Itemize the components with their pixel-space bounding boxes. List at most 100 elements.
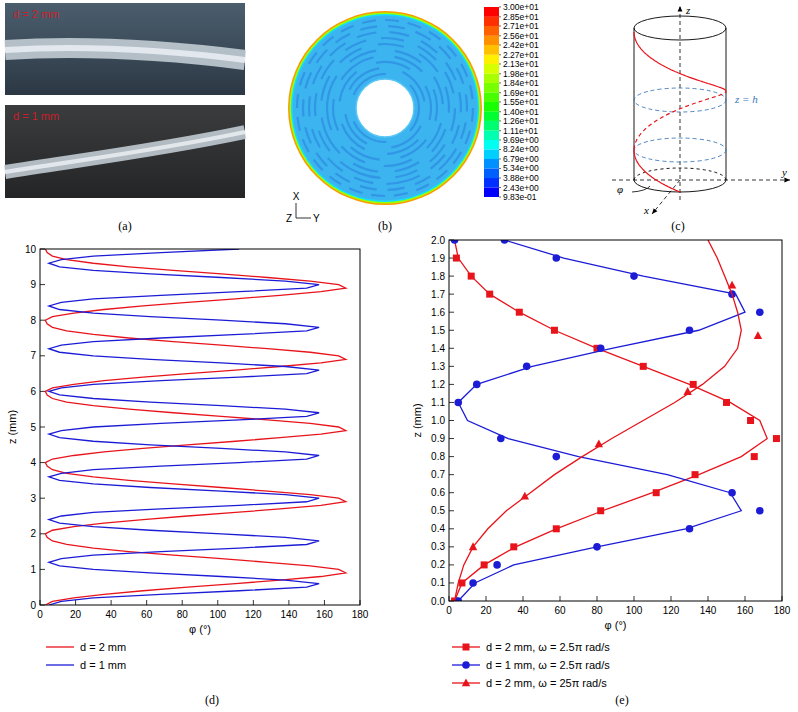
axis-indicator-label: X xyxy=(293,191,300,202)
colorbar-cell xyxy=(484,168,499,178)
marker-circle xyxy=(523,363,531,371)
y-tick xyxy=(40,355,45,356)
series-line xyxy=(455,240,742,601)
y-tick xyxy=(449,438,454,439)
x-tick xyxy=(253,600,254,605)
legend-label: d = 2 mm, ω = 25π rad/s xyxy=(486,677,607,689)
marker-square xyxy=(773,435,780,442)
y-tick xyxy=(449,546,454,547)
colorbar-tick xyxy=(499,44,501,45)
colorbar-cell xyxy=(484,102,499,112)
data-area xyxy=(451,240,780,601)
y-tick-label: 0 xyxy=(30,600,36,611)
colorbar-label: 3.88e+00 xyxy=(503,173,539,183)
x-tick xyxy=(217,600,218,605)
y-tick-label: 8 xyxy=(30,315,36,326)
legend-marker xyxy=(463,644,470,651)
colorbar-tick xyxy=(499,35,501,36)
legend-entry: d = 2 mm, ω = 25π rad/s xyxy=(452,677,607,689)
marker-square xyxy=(692,471,699,478)
colorbar-label: 5.34e+00 xyxy=(503,163,539,173)
series-line xyxy=(45,249,345,605)
y-tick-label: 1.2 xyxy=(431,379,445,390)
swirl xyxy=(297,20,473,196)
colorbar-tick xyxy=(499,92,501,93)
x-tick-label: 60 xyxy=(554,605,566,616)
x-tick-label: 140 xyxy=(281,609,298,620)
colorbar-tick xyxy=(499,158,501,159)
colorbar-tick xyxy=(499,139,501,140)
colorbar-cell xyxy=(484,64,499,74)
legend-label: d = 2 mm xyxy=(80,641,126,653)
y-tick-label: 0.1 xyxy=(431,577,445,588)
swirl xyxy=(331,54,439,162)
colorbar-tick xyxy=(499,149,501,150)
marker-circle xyxy=(553,453,561,461)
y-tick xyxy=(40,498,45,499)
y-tick-label: 10 xyxy=(25,244,37,255)
colorbar-label: 2.42e+01 xyxy=(503,40,539,50)
level-ring xyxy=(634,138,726,162)
marker-circle xyxy=(630,272,638,280)
y-tick xyxy=(449,366,454,367)
marker-circle xyxy=(497,435,505,443)
x-tick xyxy=(75,600,76,605)
y-tick xyxy=(449,276,454,277)
cylinder-side xyxy=(726,28,727,180)
colorbar-label: 2.71e+01 xyxy=(503,21,539,31)
y-tick xyxy=(449,492,454,493)
x-tick-label: 180 xyxy=(352,609,369,620)
marker-square xyxy=(640,363,647,370)
panel-label: (d) xyxy=(205,693,219,707)
y-tick-label: 1.5 xyxy=(431,325,445,336)
swirl xyxy=(312,35,459,182)
helix xyxy=(634,91,726,149)
marker-circle xyxy=(451,240,459,244)
x-tick xyxy=(288,600,289,605)
photo xyxy=(5,3,245,95)
y-tick xyxy=(449,348,454,349)
axis-label: y xyxy=(781,166,787,178)
photo xyxy=(5,105,245,198)
marker-triangle xyxy=(595,439,603,447)
chart: 020406080100120140160180012345678910φ (°… xyxy=(6,244,369,708)
y-tick-label: 0.7 xyxy=(431,469,445,480)
figure: d = 2 mmd = 1 mm(a)3.00e+012.85e+012.71e… xyxy=(0,0,798,712)
marker-triangle xyxy=(521,492,529,500)
legend-entry: d = 1 mm, ω = 2.5π rad/s xyxy=(452,659,610,671)
y-tick xyxy=(449,420,454,421)
marker-circle xyxy=(686,525,694,533)
marker-square xyxy=(751,453,758,460)
x-tick-label: 20 xyxy=(480,605,492,616)
colorbar-cell xyxy=(484,74,499,83)
colorbar-label: 1.26e+01 xyxy=(503,116,539,126)
angle-label: φ xyxy=(617,183,623,195)
marker-square xyxy=(551,327,558,334)
colorbar-tick xyxy=(499,7,501,8)
x-axis-label: φ (°) xyxy=(189,623,211,635)
colorbar-label: 3.00e+01 xyxy=(503,2,539,12)
x-tick-label: 80 xyxy=(591,605,603,616)
colorbar-cell xyxy=(484,83,499,93)
marker-square xyxy=(653,489,660,496)
y-tick-label: 0.5 xyxy=(431,505,445,516)
tube xyxy=(5,132,245,172)
tube-highlight xyxy=(5,132,245,172)
y-tick xyxy=(40,284,45,285)
legend-label: d = 2 mm, ω = 2.5π rad/s xyxy=(486,641,610,653)
swirl xyxy=(322,45,448,171)
plot-frame xyxy=(449,240,782,601)
marker-square xyxy=(486,291,493,298)
x-tick xyxy=(523,596,524,601)
x-tick-label: 140 xyxy=(700,605,717,616)
colorbar-tick xyxy=(499,187,501,188)
legend-label: d = 1 mm xyxy=(80,659,126,671)
y-tick xyxy=(40,569,45,570)
y-tick-label: 6 xyxy=(30,386,36,397)
x-tick-label: 160 xyxy=(737,605,754,616)
x-tick-label: 100 xyxy=(626,605,643,616)
colorbar-tick xyxy=(499,197,501,198)
x-tick xyxy=(745,596,746,601)
y-tick-label: 1 xyxy=(30,564,36,575)
y-tick-label: 1.4 xyxy=(431,343,445,354)
